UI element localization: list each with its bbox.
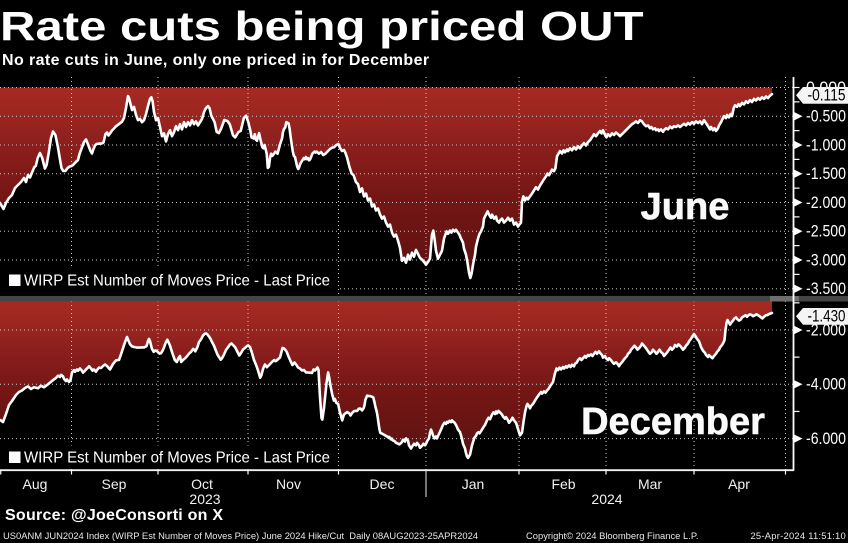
svg-text:WIRP Est Number of Moves Price: WIRP Est Number of Moves Price - Last Pr… [24,450,330,467]
svg-text:-2.000: -2.000 [806,194,846,212]
svg-text:-6.000: -6.000 [806,430,846,448]
svg-text:-2.500: -2.500 [806,223,846,241]
svg-text:-4.000: -4.000 [806,376,846,394]
svg-text:-0.115: -0.115 [808,87,846,105]
svg-text:-2.000: -2.000 [806,321,846,339]
svg-text:Feb: Feb [551,476,575,492]
svg-text:-1.430: -1.430 [808,308,846,326]
svg-text:2023: 2023 [189,491,220,507]
svg-text:-1.000: -1.000 [806,136,846,154]
svg-text:WIRP Est Number of Moves Price: WIRP Est Number of Moves Price - Last Pr… [24,273,330,290]
svg-text:-1.500: -1.500 [806,165,846,183]
svg-text:2024: 2024 [591,491,622,507]
svg-text:June: June [641,186,730,228]
svg-text:Jan: Jan [462,476,485,492]
svg-text:-3.500: -3.500 [806,280,846,298]
svg-text:Mar: Mar [638,476,662,492]
svg-text:Sep: Sep [102,476,127,492]
svg-text:-3.000: -3.000 [806,251,846,269]
svg-text:Apr: Apr [728,476,750,492]
svg-text:Dec: Dec [370,476,395,492]
svg-text:-0.500: -0.500 [806,108,846,126]
svg-text:December: December [581,401,765,443]
svg-text:Aug: Aug [23,476,48,492]
svg-text:Oct: Oct [191,476,213,492]
svg-text:Nov: Nov [276,476,301,492]
